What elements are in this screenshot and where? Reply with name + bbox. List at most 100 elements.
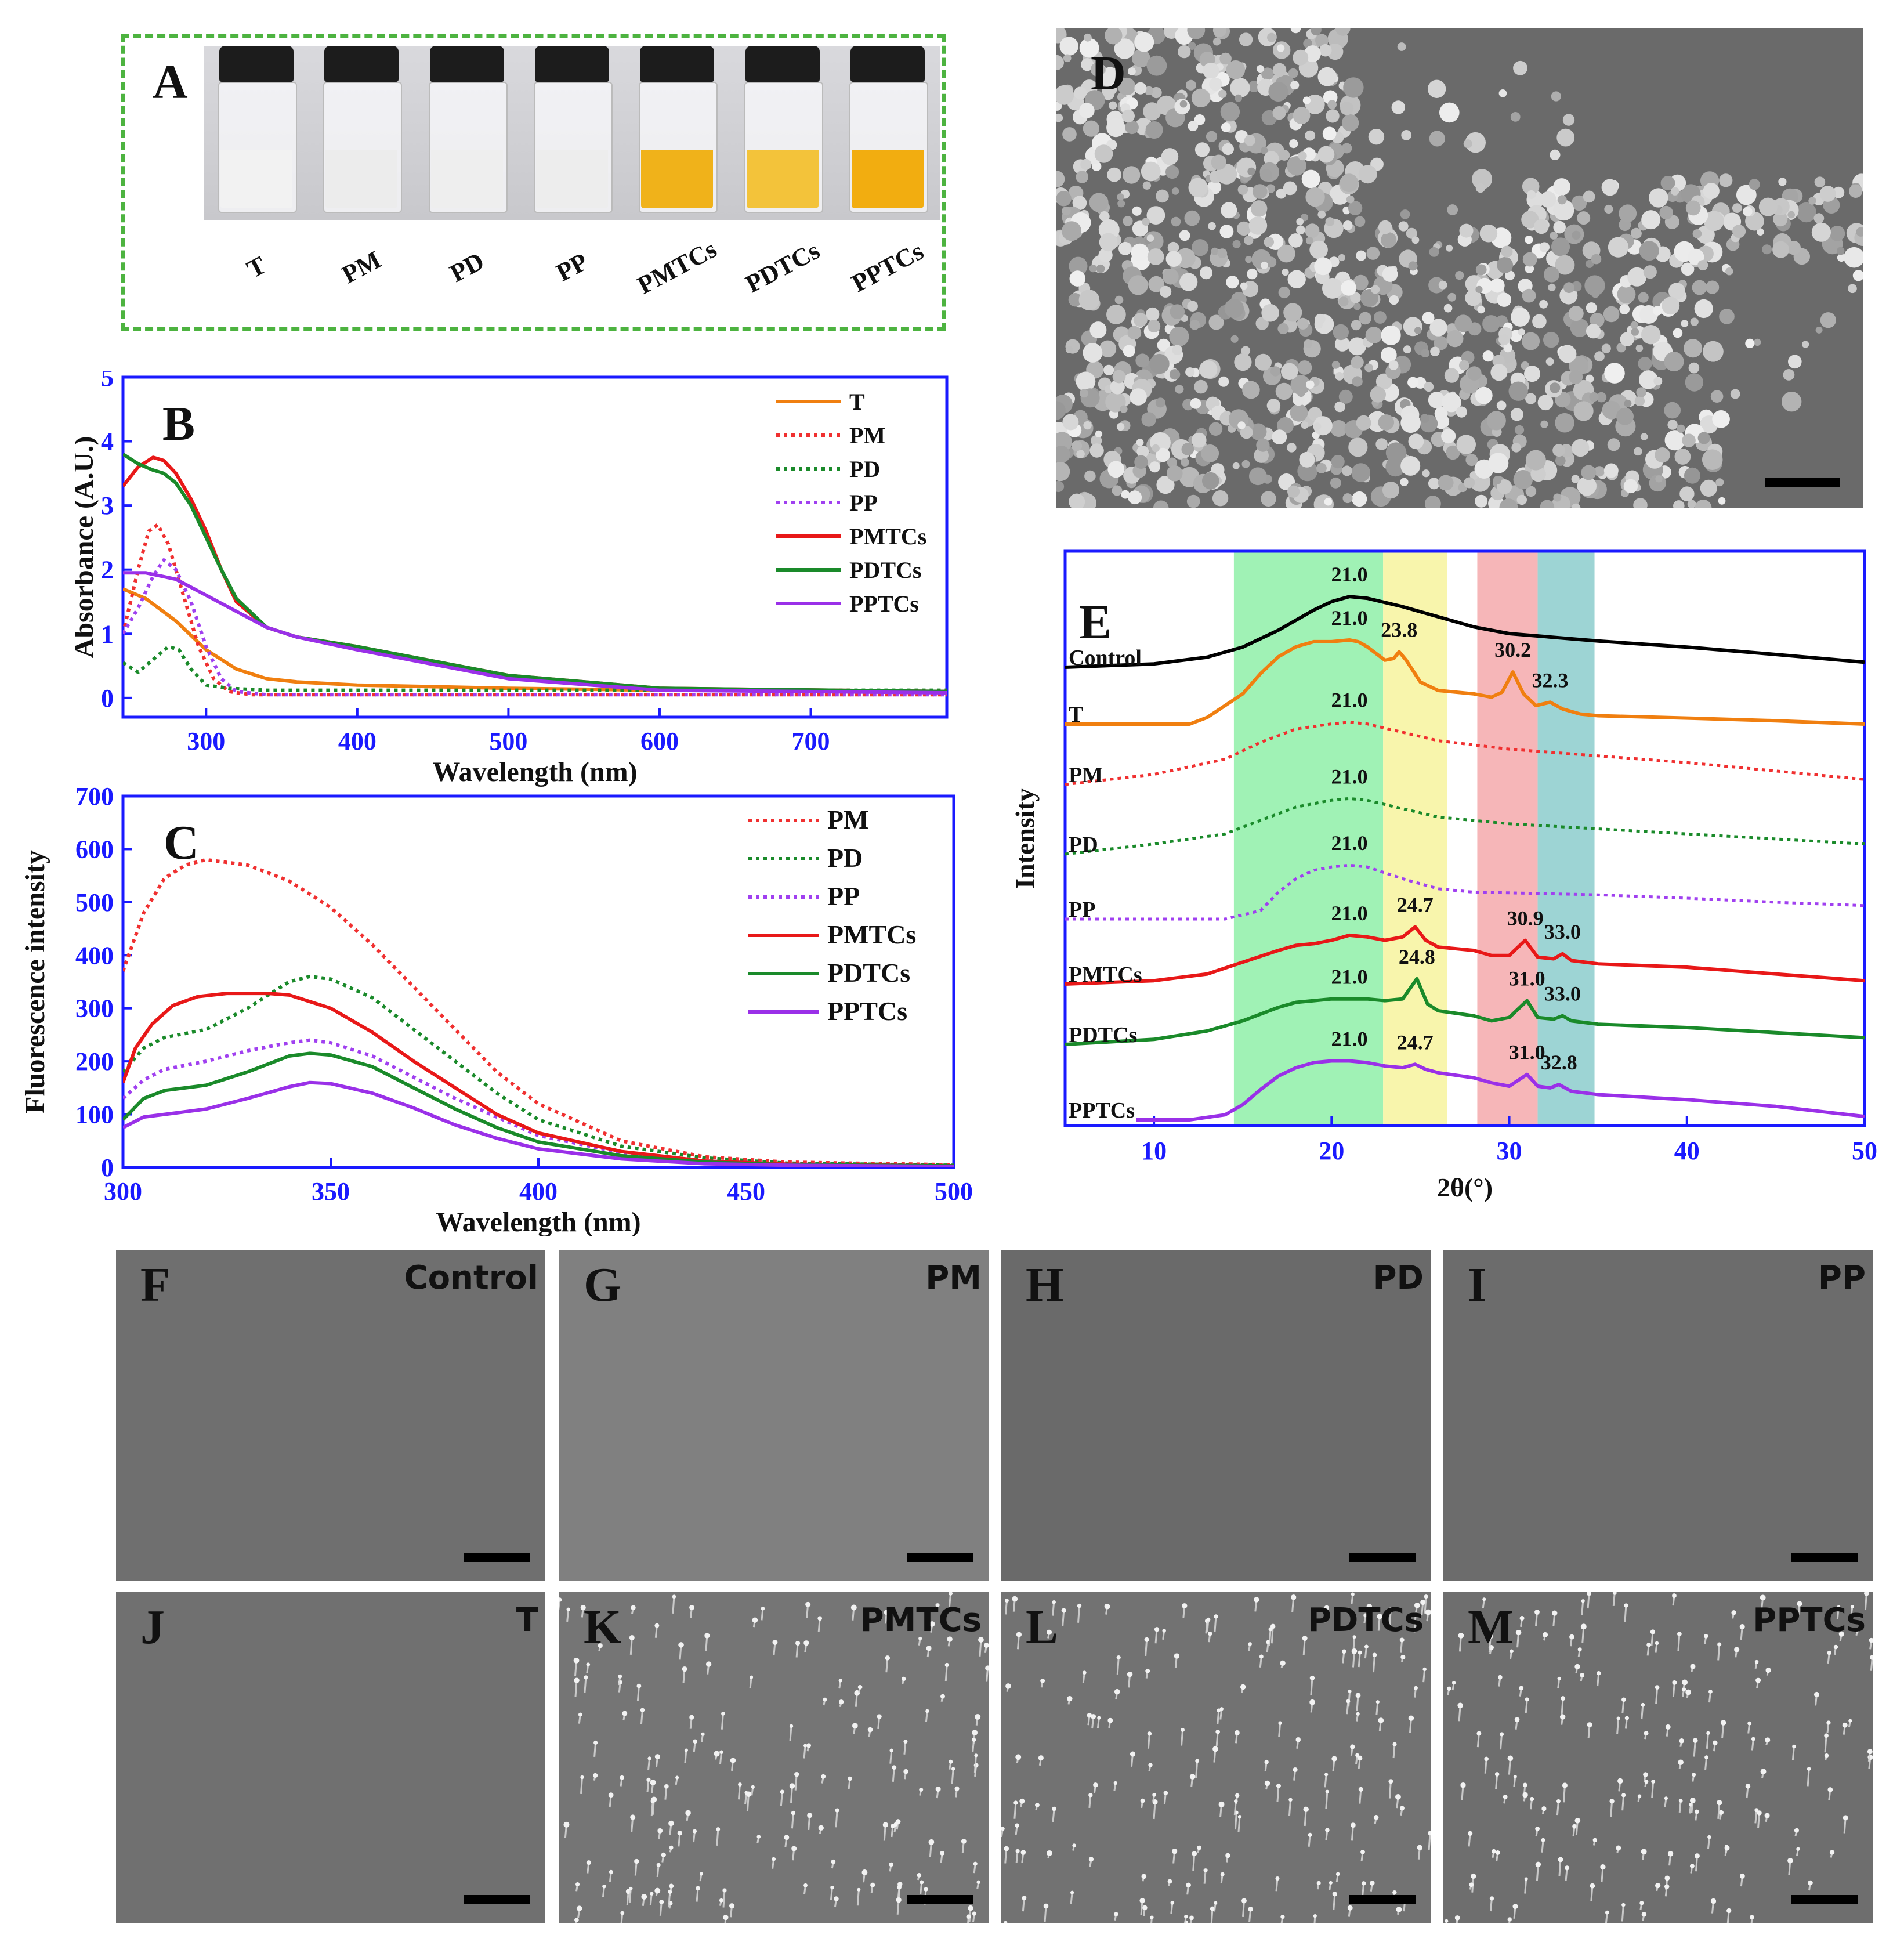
vial-label: PMTCs xyxy=(633,234,722,300)
peak-label: 21.0 xyxy=(1331,902,1367,925)
panel-label-f: F xyxy=(140,1258,171,1312)
legend-label: PDTCs xyxy=(827,958,910,988)
sample-tag: PDTCs xyxy=(1307,1601,1424,1639)
vial-pptcs xyxy=(847,46,929,214)
legend-label: PDTCs xyxy=(849,557,921,583)
sem-panel-f: F Control xyxy=(116,1250,545,1581)
row-label: T xyxy=(1069,703,1083,727)
scale-bar xyxy=(1349,1553,1416,1562)
highlight-band xyxy=(1233,551,1384,1126)
x-tick-label: 400 xyxy=(519,1177,558,1206)
x-tick-label: 600 xyxy=(640,727,679,755)
scale-bar xyxy=(1791,1895,1858,1904)
sample-tag: PPTCs xyxy=(1753,1601,1866,1639)
y-tick-label: 5 xyxy=(101,371,114,392)
legend-label: PM xyxy=(827,805,869,834)
series-line-pm xyxy=(123,523,947,697)
plot-frame xyxy=(121,375,949,719)
plot-frame xyxy=(1063,549,1866,1127)
peak-label: 24.7 xyxy=(1397,1030,1434,1054)
x-tick-label: 500 xyxy=(489,727,527,755)
peak-label: 21.0 xyxy=(1331,831,1367,855)
series-line-pdtcs xyxy=(1065,977,1865,1046)
y-tick-label: 700 xyxy=(75,782,114,811)
sem-panel-l: L PDTCs xyxy=(1001,1592,1431,1923)
x-tick-label: 700 xyxy=(792,727,830,755)
scale-bar xyxy=(464,1895,530,1904)
vial-label: PPTCs xyxy=(847,236,929,298)
series-line-t xyxy=(123,587,947,693)
series-line-pm xyxy=(123,858,954,1167)
peak-label: 30.9 xyxy=(1507,907,1544,930)
sem-texture xyxy=(1445,1592,1873,1923)
series-line-pdtcs xyxy=(123,1051,954,1167)
panel-b-chart: 300 400 500 600 700 0 1 2 3 4 5 Wavelength (nm) Abso… xyxy=(75,371,949,787)
peak-label: 24.8 xyxy=(1399,945,1435,968)
peak-label: 31.0 xyxy=(1509,967,1545,990)
legend-label: PD xyxy=(849,456,880,482)
panel-a: A T PM PD PP PMTCs PDTCs PPTCs xyxy=(121,34,946,331)
peak-label: 23.8 xyxy=(1381,618,1417,641)
series-line-control xyxy=(1065,595,1865,669)
row-label: Control xyxy=(1069,646,1142,670)
legend-label: PMTCs xyxy=(827,920,916,949)
y-tick-label: 600 xyxy=(75,835,114,863)
row-label: PM xyxy=(1069,763,1103,787)
vial-label: T xyxy=(242,250,271,284)
peak-label: 21.0 xyxy=(1331,965,1367,989)
x-tick-label: 500 xyxy=(935,1177,973,1206)
x-tick-label: 350 xyxy=(312,1177,350,1206)
highlight-band xyxy=(1537,551,1595,1126)
series-line-pdtcs xyxy=(123,453,947,693)
sem-panel-m: M PPTCs xyxy=(1443,1592,1873,1923)
panel-label-i: I xyxy=(1468,1258,1487,1312)
peak-label: 24.7 xyxy=(1397,893,1434,916)
x-tick-label: 300 xyxy=(187,727,225,755)
panel-label-h: H xyxy=(1026,1258,1064,1312)
sem-panel-g: G PM xyxy=(559,1250,989,1581)
legend-label: PP xyxy=(827,881,860,911)
vial-label: PP xyxy=(551,247,593,287)
sem-particles xyxy=(1056,28,1863,508)
series-line-pmtcs xyxy=(1065,925,1865,986)
vial-pm xyxy=(321,46,403,214)
x-axis-label: Wavelength (nm) xyxy=(436,1207,640,1236)
x-axis-label: 2θ(°) xyxy=(1437,1173,1493,1202)
sample-tag: T xyxy=(516,1601,538,1639)
vial-row xyxy=(204,46,940,220)
sem-panel-h: H PD xyxy=(1001,1250,1431,1581)
particle-cloud xyxy=(1056,28,1863,508)
panel-label-d: D xyxy=(1091,46,1126,100)
panel-label-j: J xyxy=(140,1600,165,1654)
scale-bar xyxy=(907,1553,973,1562)
y-tick-label: 500 xyxy=(75,888,114,917)
scale-bar xyxy=(1765,478,1840,487)
series-line-pmtcs xyxy=(123,455,947,693)
scale-bar xyxy=(1349,1895,1416,1904)
legend-label: T xyxy=(849,389,865,415)
y-tick-label: 2 xyxy=(101,556,114,584)
vial-label-row: T PM PD PP PMTCs PDTCs PPTCs xyxy=(204,229,940,316)
legend-label: PMTCs xyxy=(849,523,926,549)
y-tick-label: 0 xyxy=(101,684,114,713)
peak-label: 21.0 xyxy=(1331,1028,1367,1051)
y-axis-label: Absorbance (A.U.) xyxy=(75,436,99,659)
series-line-pd xyxy=(123,645,947,692)
vial-photo xyxy=(204,46,940,220)
sample-tag: PM xyxy=(925,1259,982,1297)
x-tick-label: 20 xyxy=(1319,1137,1344,1165)
y-tick-label: 0 xyxy=(101,1153,114,1182)
x-tick-label: 400 xyxy=(338,727,377,755)
sample-tag: PP xyxy=(1818,1259,1866,1297)
vial-label: PM xyxy=(337,245,386,290)
series-line-pmtcs xyxy=(123,992,954,1167)
row-label: PD xyxy=(1069,833,1098,857)
peak-label: 30.2 xyxy=(1494,638,1531,661)
series-line-pp xyxy=(123,558,947,697)
vial-t xyxy=(216,46,297,214)
peak-label: 32.3 xyxy=(1532,668,1568,692)
vial-pp xyxy=(531,46,613,214)
y-tick-label: 100 xyxy=(75,1101,114,1129)
y-tick-label: 400 xyxy=(75,941,114,970)
y-tick-label: 200 xyxy=(75,1047,114,1076)
